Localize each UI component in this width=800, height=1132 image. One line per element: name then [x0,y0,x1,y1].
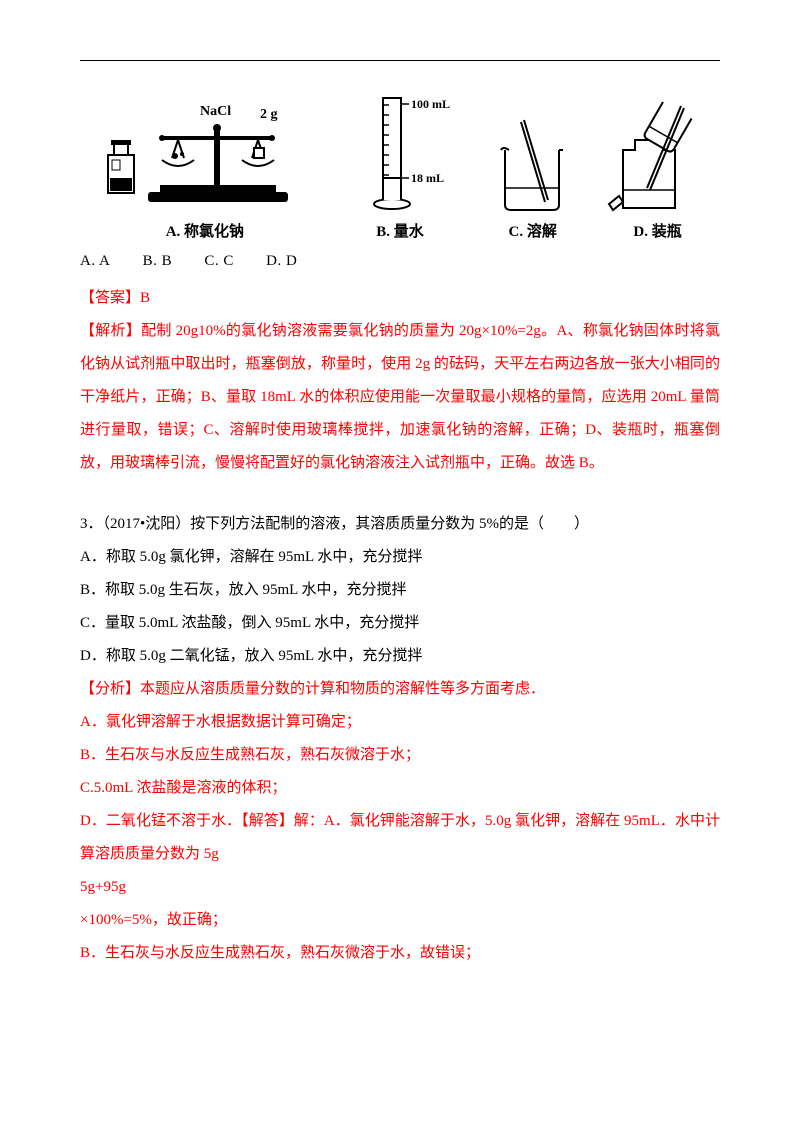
top-horizontal-rule [80,60,720,61]
figure-b-caption: B. 量水 [376,220,424,241]
figure-a: NaCl 2 g [80,100,330,241]
q3-opt-d: D．称取 5.0g 二氧化锰，放入 95mL 水中，充分搅拌 [80,640,720,673]
analysis-head: 【分析】本题应从溶质质量分数的计算和物质的溶解性等多方面考虑． [80,673,720,706]
q3-stem: 3．（2017•沈阳）按下列方法配制的溶液，其溶质质量分数为 5%的是（ ） [80,508,720,541]
opt-a: A. A [80,253,110,269]
analysis-b2: B．生石灰与水反应生成熟石灰，熟石灰微溶于水，故错误； [80,937,720,970]
bottle-icon [603,100,713,220]
figure-d: D. 装瓶 [595,100,720,241]
analysis-frac: 5g+95g [80,871,720,904]
cyl-100ml: 100 mL [411,97,450,111]
analysis-d2: ×100%=5%，故正确； [80,904,720,937]
analysis-b: B．生石灰与水反应生成熟石灰，熟石灰微溶于水； [80,739,720,772]
figure-c: C. 溶解 [470,110,595,241]
cylinder-icon: 100 mL 18 mL [345,90,455,220]
analysis-a: A．氯化钾溶解于水根据数据计算可确定； [80,706,720,739]
figure-c-caption: C. 溶解 [509,220,557,241]
spacer [80,480,720,508]
option-line: A. A B. B C. C D. D [80,253,720,270]
nacl-label: NaCl [200,104,231,119]
explanation: 【解析】配制 20g10%的氯化钠溶液需要氯化钠的质量为 20g×10%=2g。… [80,315,720,480]
figure-a-caption: A. 称氯化钠 [166,220,244,241]
balance-icon: NaCl 2 g [100,100,310,220]
beaker-icon [483,110,583,220]
weight-label: 2 g [260,107,278,122]
opt-d: D. D [266,253,297,269]
q3-opt-a: A．称取 5.0g 氯化钾，溶解在 95mL 水中，充分搅拌 [80,541,720,574]
q3-opt-c: C．量取 5.0mL 浓盐酸，倒入 95mL 水中，充分搅拌 [80,607,720,640]
analysis-d1: D．二氧化锰不溶于水．【解答】解：A．氯化钾能溶解于水，5.0g 氯化钾，溶解在… [80,805,720,871]
analysis-c: C.5.0mL 浓盐酸是溶液的体积； [80,772,720,805]
opt-b: B. B [143,253,173,269]
answer-line: 【答案】B [80,282,720,315]
figure-row: NaCl 2 g [80,90,720,241]
cyl-18ml: 18 mL [411,171,444,185]
q3-opt-b: B．称取 5.0g 生石灰，放入 95mL 水中，充分搅拌 [80,574,720,607]
opt-c: C. C [204,253,234,269]
figure-d-caption: D. 装瓶 [633,220,681,241]
figure-b: 100 mL 18 mL B. 量水 [330,90,470,241]
